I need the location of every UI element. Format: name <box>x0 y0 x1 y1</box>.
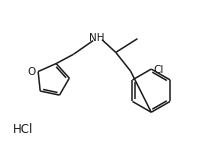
Text: O: O <box>27 67 35 77</box>
Text: Cl: Cl <box>153 65 164 75</box>
Text: HCl: HCl <box>13 123 34 136</box>
Text: NH: NH <box>89 33 105 43</box>
